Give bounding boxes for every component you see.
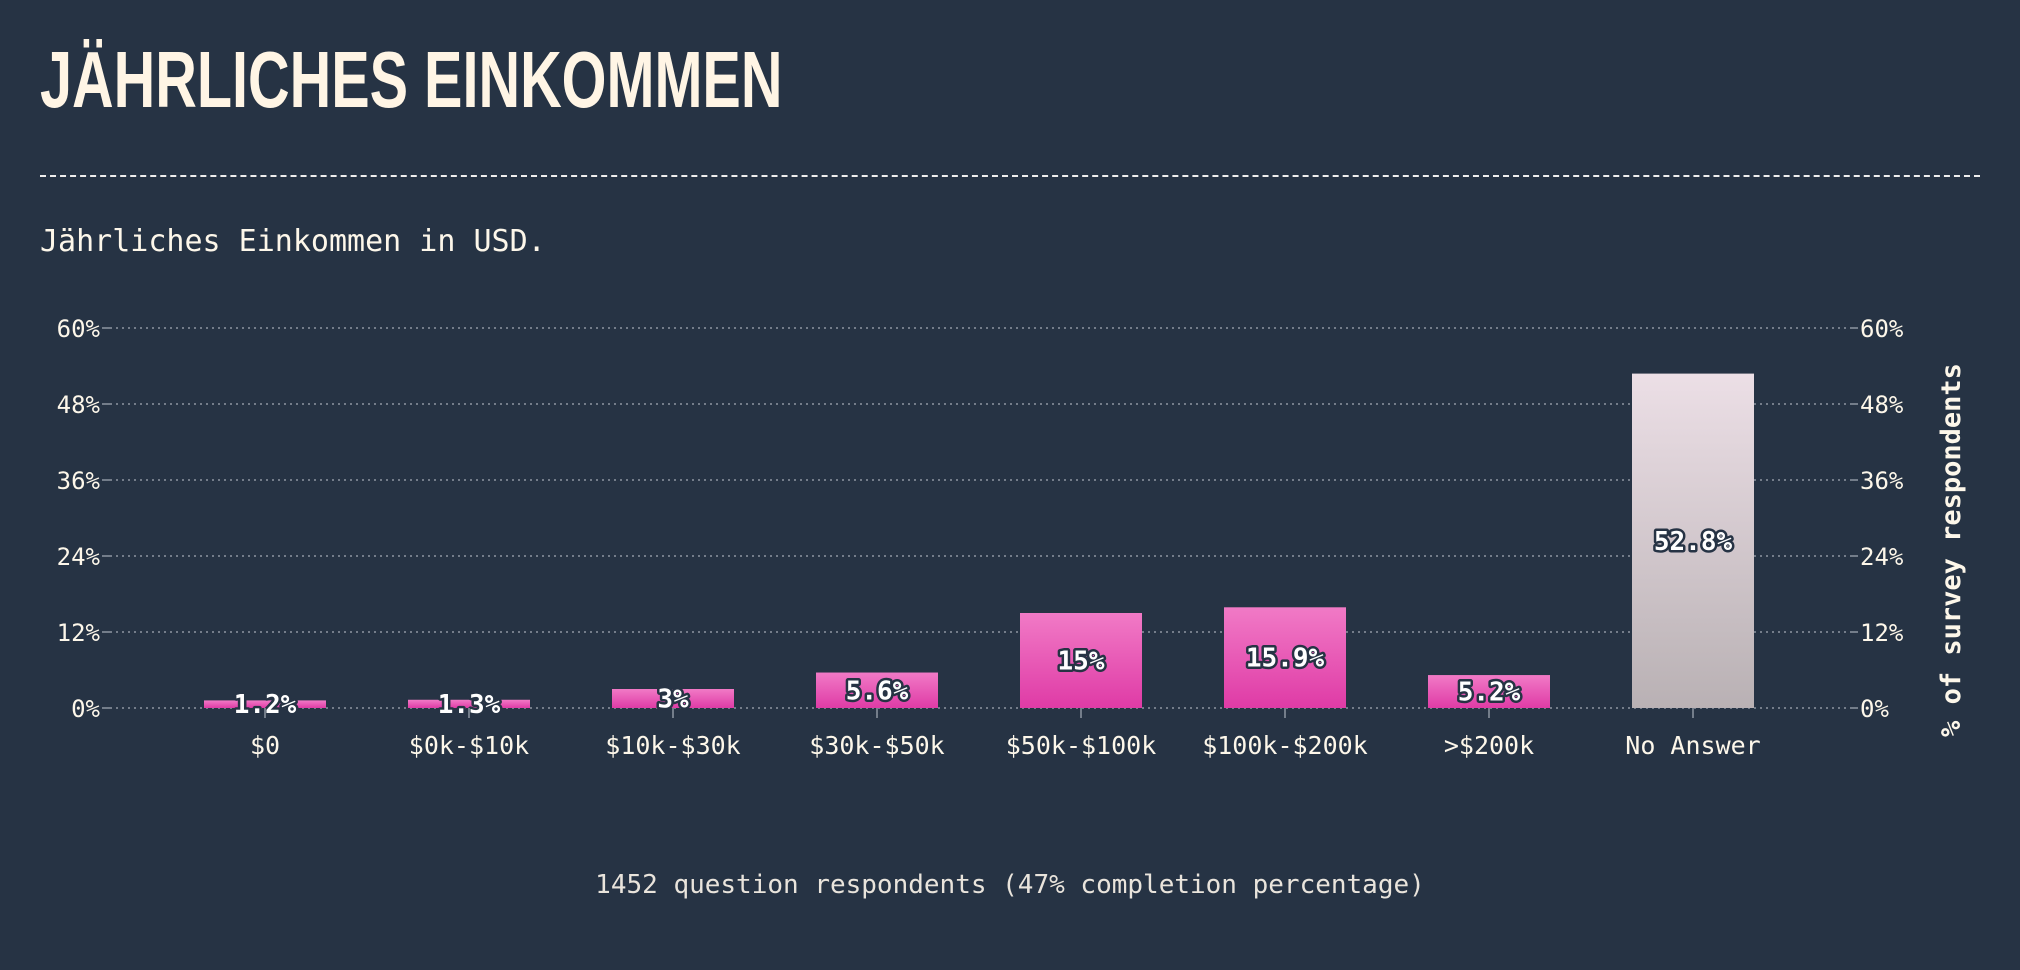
y-tick-label-right: 12%	[1860, 619, 1904, 647]
x-tick-label: $0	[250, 731, 280, 760]
x-tick-label: $0k-$10k	[409, 731, 529, 760]
gridlines	[110, 327, 1850, 709]
chart-subtitle: Jährliches Einkommen in USD.	[40, 224, 546, 259]
y-tick-label-right: 48%	[1860, 391, 1904, 419]
bar-value-label: 52.8%	[1654, 527, 1733, 557]
bar	[1224, 607, 1346, 708]
x-tick-label: No Answer	[1625, 731, 1760, 760]
y-tick-label-right: 60%	[1860, 315, 1904, 343]
respondents-note: 1452 question respondents (47% completio…	[595, 870, 1425, 900]
x-tick-label: $50k-$100k	[1006, 731, 1157, 760]
x-tick-label: $30k-$50k	[809, 731, 944, 760]
value-labels: 1.2% 1.3% 3% 5.6%15% 15.9%5.2%52.8%	[231, 524, 1735, 722]
y-tick-label-right: 0%	[1860, 695, 1889, 723]
x-tick-label: >$200k	[1444, 731, 1534, 760]
bar	[1020, 613, 1142, 708]
axes: 0% 0% 12% 12% 24% 24% 36% 36% 48% 48% 60% 60% $0 $0k-…	[57, 315, 1904, 760]
x-tick-label: $10k-$30k	[605, 731, 740, 760]
bars	[204, 373, 1754, 708]
bar-value-label: 15%	[1058, 647, 1105, 677]
y-tick-label-right: 36%	[1860, 467, 1904, 495]
x-tick-label: $100k-$200k	[1202, 731, 1368, 760]
y-tick-label-left: 24%	[57, 543, 101, 571]
bar	[1428, 675, 1550, 708]
y-tick-label-left: 60%	[57, 315, 101, 343]
y-axis-title: % of survey respondents	[1936, 363, 1967, 737]
divider	[40, 175, 1980, 177]
page-title: JÄHRLICHES EINKOMMEN	[40, 35, 783, 124]
bar-value-label: 5.6%	[846, 676, 909, 706]
y-tick-label-left: 36%	[57, 467, 101, 495]
y-tick-label-left: 0%	[71, 695, 100, 723]
y-tick-label-left: 12%	[57, 619, 101, 647]
bar	[408, 699, 530, 708]
y-tick-label-right: 24%	[1860, 543, 1904, 571]
bar-value-label: 15.9%	[1246, 644, 1325, 674]
bar-value-label: 1.3%	[438, 690, 501, 720]
y-tick-label-left: 48%	[57, 391, 101, 419]
bar	[204, 700, 326, 708]
bar-value-label: 5.2%	[1458, 678, 1521, 708]
bar	[612, 689, 734, 708]
bar	[1632, 373, 1754, 708]
bar	[816, 672, 938, 708]
